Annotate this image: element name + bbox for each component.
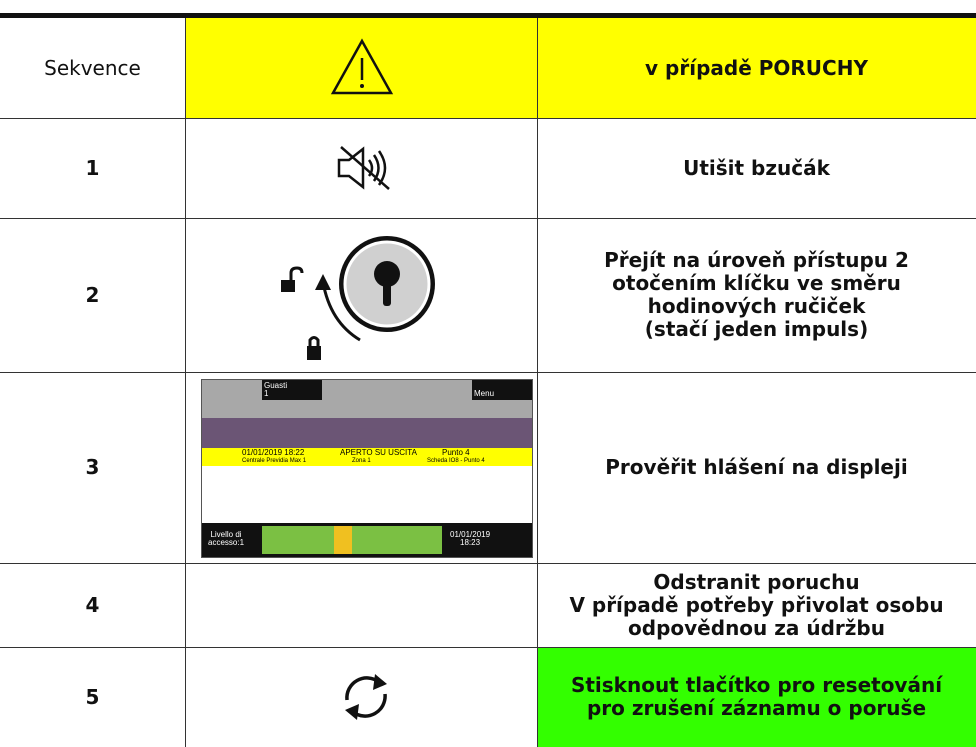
warning-icon [330, 38, 394, 95]
action: Prověřit hlášení na displeji [605, 455, 908, 479]
step: 1 [85, 155, 100, 180]
display-screenshot: Guasti 1 Menu 01/01/2019 18:22 APERTO SU… [201, 379, 533, 558]
display-event [202, 448, 532, 466]
rule [0, 372, 976, 373]
action: Utišit bzučák [683, 155, 830, 180]
step: 4 [85, 592, 100, 617]
step: 2 [85, 282, 100, 307]
display-text: Scheda IO8 - Punto 4 [427, 458, 485, 464]
display-tab [262, 380, 322, 400]
display-text: APERTO SU USCITA [340, 448, 417, 457]
header-cell: v případě PORUCHY [645, 55, 868, 80]
action: Odstranit poruchu V případě potřeby přiv… [569, 569, 944, 640]
key-icon [281, 236, 435, 360]
reset-icon [345, 674, 387, 720]
display-text: Menu [474, 389, 495, 398]
display-text: 01/01/2019 18:23 [450, 530, 491, 547]
rule [0, 563, 976, 564]
step: 5 [85, 684, 100, 709]
mute-icon [337, 146, 390, 190]
display-tab [472, 380, 532, 400]
rule [537, 18, 538, 747]
header-fill [185, 18, 976, 118]
step: 3 [85, 455, 100, 479]
display-text: Livello di accesso:1 [208, 530, 245, 547]
display-text: 1 [264, 389, 269, 398]
header-cell: Sekvence [44, 55, 141, 80]
display-text: Zona 1 [352, 458, 371, 464]
display-band [202, 418, 532, 448]
rule [0, 118, 976, 119]
display-text: Guasti [264, 381, 288, 390]
display-text: 01/01/2019 18:22 [242, 448, 305, 457]
highlight-fill [537, 647, 976, 747]
display-text: Punto 4 [442, 448, 470, 457]
action: Přejít na úroveň přístupu 2 otočením klí… [604, 248, 909, 341]
rule [0, 218, 976, 219]
display-text: Centrale Previdia Max 1 [242, 458, 307, 464]
rule [185, 18, 186, 747]
display-icons [262, 526, 442, 554]
rule [0, 647, 976, 648]
top-rule [0, 13, 976, 18]
action: Stisknout tlačítko pro resetování pro zr… [570, 673, 943, 720]
